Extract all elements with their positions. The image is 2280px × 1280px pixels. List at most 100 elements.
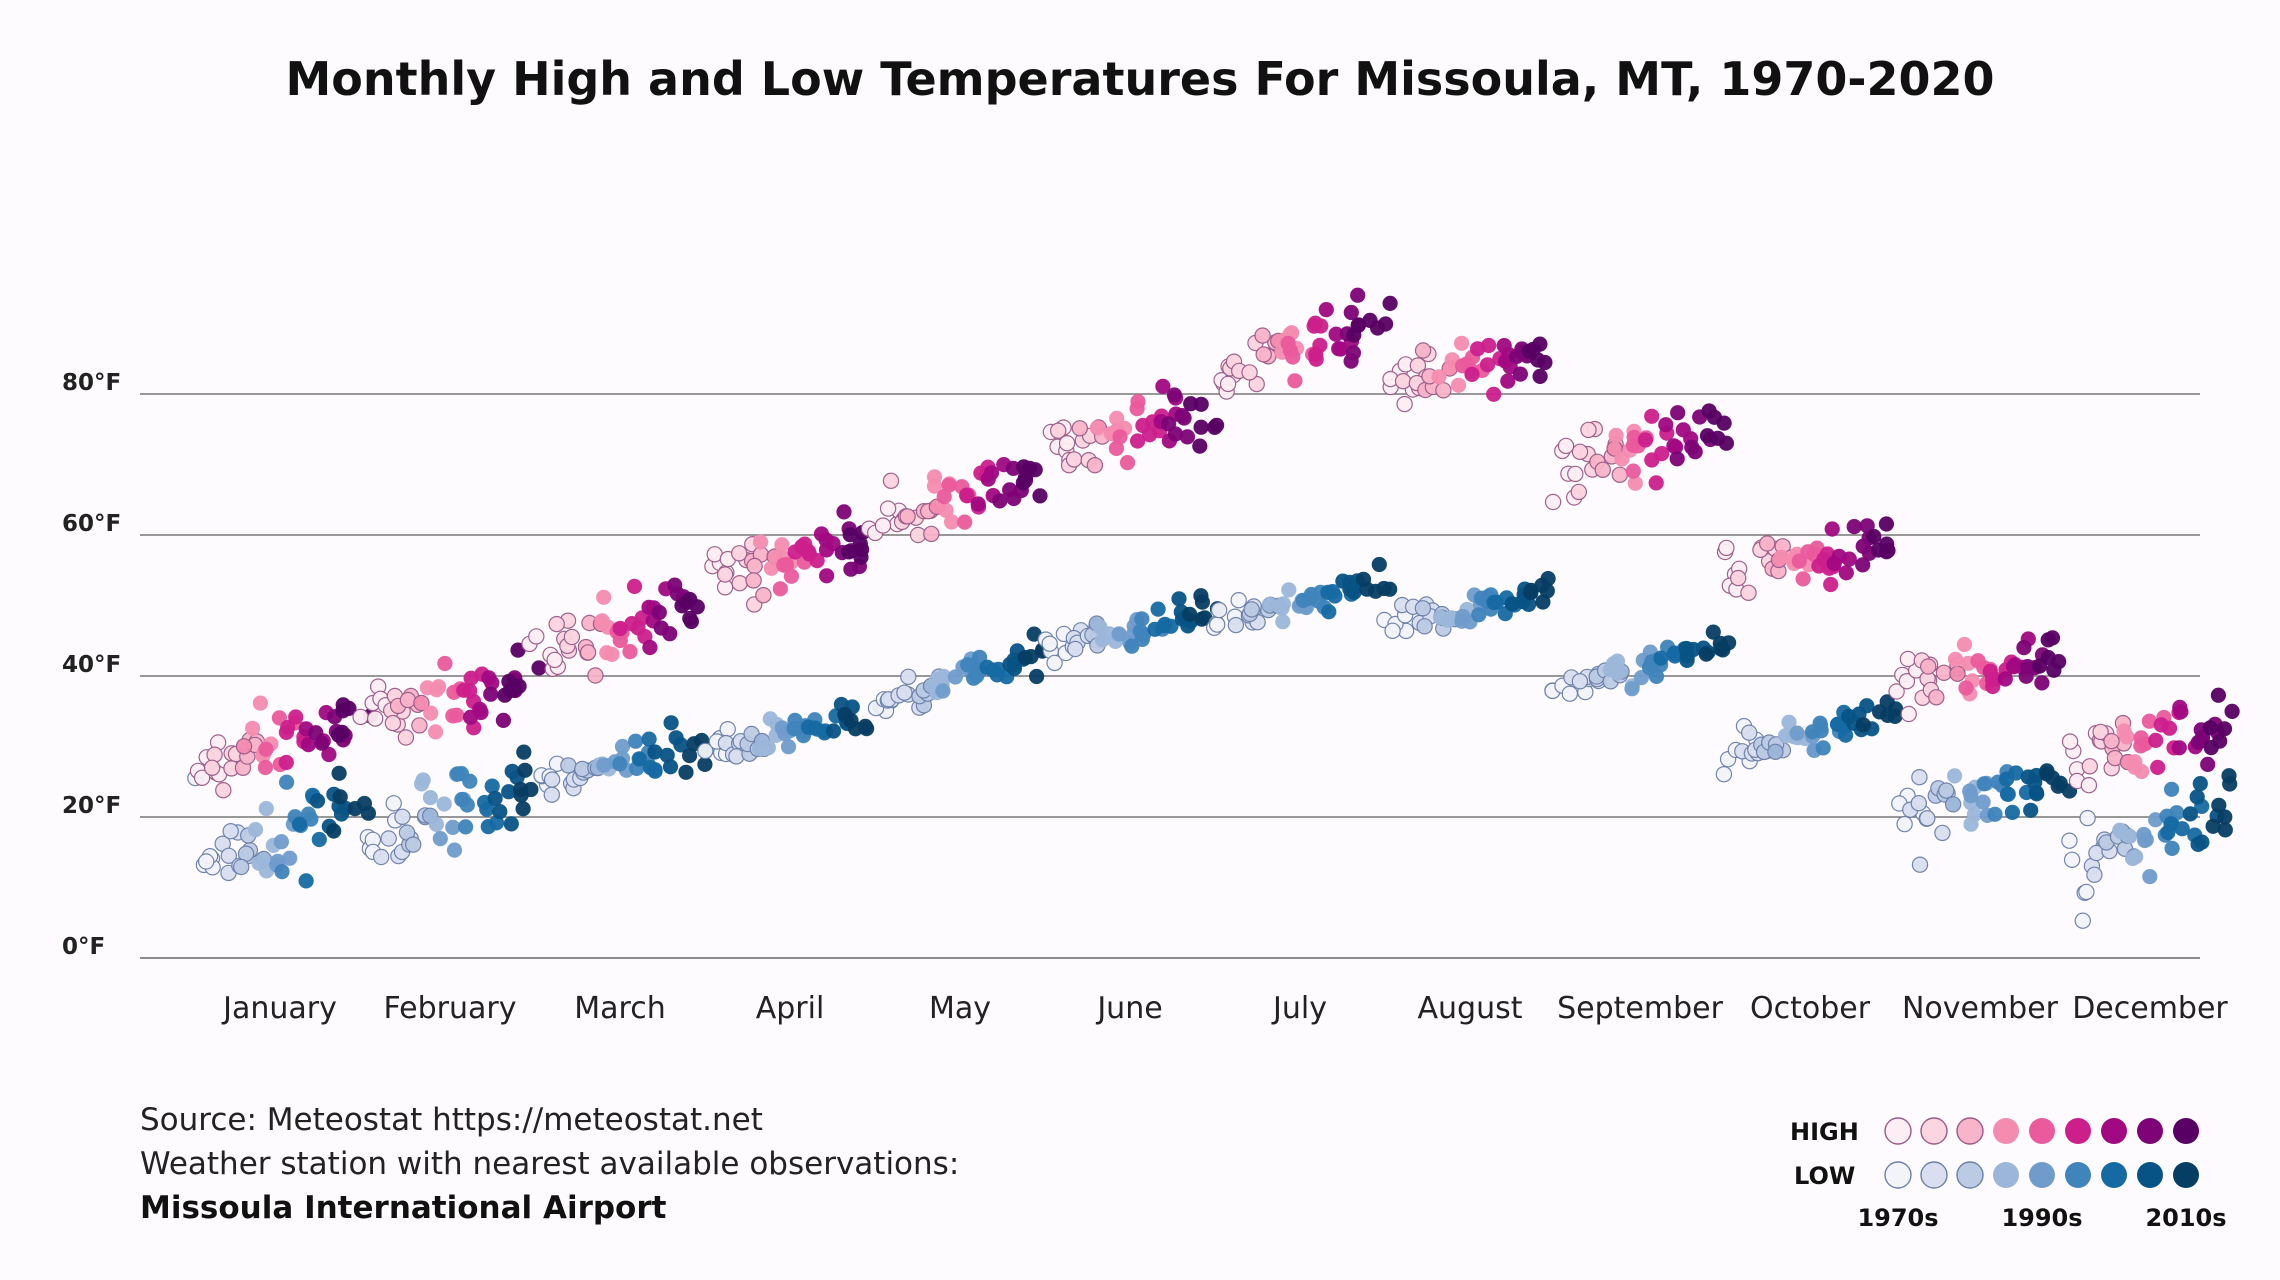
high-temp-point	[1193, 419, 1209, 435]
low-temp-point	[628, 733, 644, 749]
high-temp-point	[689, 599, 705, 615]
low-temp-point	[1966, 806, 1982, 823]
station-name: Missoula International Airport	[140, 1190, 667, 1226]
low-temp-point	[1813, 723, 1829, 739]
high-temp-point	[314, 735, 330, 751]
high-temp-point	[1795, 571, 1811, 587]
legend-low-swatch	[2137, 1162, 2163, 1188]
low-temp-point	[446, 842, 463, 858]
high-temp-point	[1108, 440, 1124, 456]
high-temp-point	[1512, 366, 1528, 382]
low-temp-point	[2074, 912, 2091, 929]
low-temp-point	[1934, 824, 1951, 842]
high-temp-point	[528, 628, 545, 645]
high-temp-point	[1500, 373, 1516, 389]
high-temp-point	[797, 536, 813, 552]
low-temp-point	[459, 797, 475, 813]
low-temp-point	[641, 731, 657, 747]
x-tick-label: May	[929, 991, 991, 1026]
high-temp-point	[1532, 368, 1548, 384]
low-temp-point	[326, 823, 342, 839]
low-temp-point	[298, 873, 314, 889]
low-temp-point	[2122, 828, 2138, 845]
high-temp-point	[2032, 658, 2048, 674]
high-temp-point	[1970, 653, 1986, 669]
high-temp-point	[2080, 777, 2098, 794]
low-temp-point	[1653, 650, 1669, 666]
legend-low-label: LOW	[1794, 1162, 1855, 1190]
high-temp-point	[926, 469, 943, 485]
high-temp-point	[596, 589, 612, 605]
high-temp-point	[1729, 569, 1747, 587]
high-temp-point	[622, 644, 638, 660]
high-temp-point	[1308, 346, 1324, 362]
high-temp-point	[1454, 335, 1470, 351]
high-temp-point	[683, 613, 700, 630]
low-temp-point	[516, 744, 532, 760]
high-temp-point	[836, 504, 852, 520]
low-temp-point	[385, 795, 402, 812]
high-temp-point	[2081, 758, 2098, 775]
low-temp-point	[487, 790, 503, 807]
high-temp-point	[1625, 463, 1641, 479]
low-temp-point	[1938, 782, 1955, 799]
high-temp-point	[1570, 483, 1588, 501]
legend-decade-label: 1990s	[2001, 1204, 2082, 1232]
low-temp-point	[543, 771, 561, 788]
high-temp-point	[1382, 295, 1398, 311]
high-temp-point	[959, 487, 975, 503]
high-temp-point	[341, 700, 357, 717]
high-temp-point	[2202, 720, 2218, 736]
low-temp-point	[1194, 594, 1210, 610]
high-temp-point	[1049, 422, 1067, 439]
high-temp-point	[1826, 555, 1842, 572]
low-temp-point	[1150, 601, 1166, 617]
y-axis-ticks: 0°F 20°F 40°F 60°F 80°F	[62, 370, 121, 960]
high-temp-point	[321, 746, 337, 763]
legend-decade-label: 2010s	[2145, 1204, 2226, 1232]
legend-low-swatch	[2065, 1162, 2091, 1188]
high-temp-point	[2216, 721, 2233, 737]
high-temp-point	[397, 729, 415, 746]
high-temp-point	[1450, 377, 1467, 393]
low-temp-point	[1887, 708, 1903, 725]
low-temp-point	[1227, 616, 1245, 634]
low-temp-point	[1740, 724, 1758, 741]
low-temp-point	[373, 848, 390, 866]
high-temp-point	[662, 626, 678, 642]
high-temp-point	[1928, 689, 1945, 706]
low-temp-point	[415, 772, 431, 788]
high-temp-point	[2150, 759, 2166, 776]
low-temp-point	[1321, 604, 1337, 620]
high-temp-point	[783, 568, 800, 584]
high-temp-point	[2161, 720, 2178, 736]
high-temp-point	[716, 566, 734, 583]
low-temp-point	[1571, 673, 1589, 690]
low-temp-point	[990, 661, 1007, 678]
low-temp-point	[2174, 821, 2190, 837]
low-temp-point	[1182, 606, 1198, 622]
high-temp-point	[1956, 636, 1972, 653]
high-temp-point	[1701, 403, 1717, 419]
low-temp-point	[857, 718, 873, 735]
high-temp-point	[2116, 723, 2132, 739]
legend-high-swatch	[1920, 1117, 1948, 1145]
high-temp-point	[1486, 386, 1502, 402]
high-temp-point	[2141, 713, 2157, 729]
high-temp-point	[1161, 416, 1177, 432]
high-temp-point	[1207, 419, 1223, 435]
high-temp-point	[1193, 396, 1209, 412]
high-temp-point	[745, 572, 762, 589]
high-temp-point	[1544, 493, 1562, 511]
low-temp-point	[1648, 668, 1665, 685]
x-axis-ticks: January February March April May June July Augu…	[221, 991, 2228, 1026]
high-temp-point	[1414, 342, 1432, 359]
high-temp-point	[235, 738, 253, 755]
high-temp-point	[2212, 733, 2228, 749]
low-temp-point	[2063, 851, 2081, 869]
high-temp-point	[1716, 415, 1732, 431]
high-temp-point	[1109, 410, 1125, 426]
high-temp-point	[1166, 387, 1182, 403]
high-temp-point	[923, 525, 940, 543]
